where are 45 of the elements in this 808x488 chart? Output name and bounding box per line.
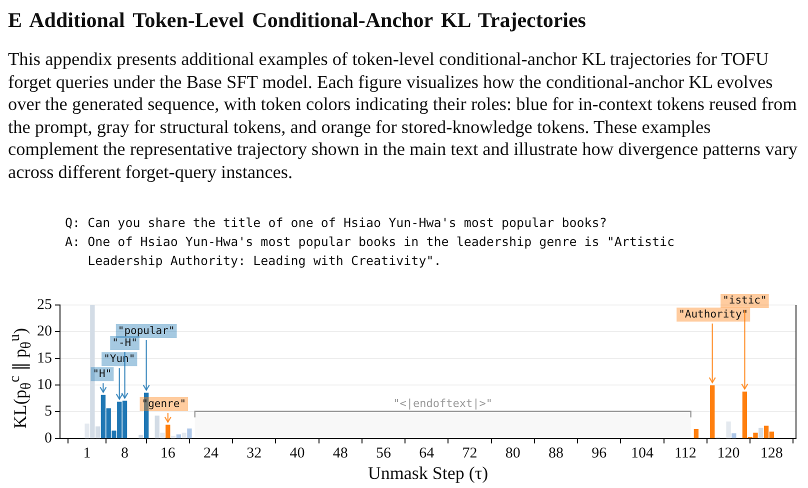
x-tick-label: 72 xyxy=(462,445,478,462)
x-tick-label: 1 xyxy=(83,445,91,462)
x-tick-label: 88 xyxy=(548,445,564,462)
x-tick-label: 40 xyxy=(290,445,305,462)
x-tick-label: 104 xyxy=(631,445,654,462)
y-tick-label: 15 xyxy=(37,350,52,366)
bar xyxy=(694,429,699,438)
text: Q: Can you share the title of one of Hsiao Yun-Hwa's most popular books? xyxy=(65,214,608,232)
x-axis-title: Unmask Step (τ) xyxy=(368,462,488,483)
y-tick-label: 25 xyxy=(37,296,52,313)
x-tick-label: 16 xyxy=(160,445,176,462)
x-tick-label: 80 xyxy=(505,445,520,462)
x-tick-label: 120 xyxy=(717,445,740,462)
annotation: "Authority" xyxy=(678,308,748,320)
x-tick-label: 64 xyxy=(419,445,435,462)
x-tick-label: 96 xyxy=(592,445,608,462)
x-tick-label: 32 xyxy=(246,445,262,462)
annotation: "popular" xyxy=(118,324,175,337)
x-tick-label: 8 xyxy=(121,445,129,462)
bar xyxy=(182,432,186,438)
annotation: "-H" xyxy=(112,336,138,349)
bar xyxy=(187,428,192,438)
y-tick-label: 20 xyxy=(37,324,52,340)
x-tick-label: 48 xyxy=(332,445,348,462)
annotation: "istic" xyxy=(722,294,767,307)
annotation: "Yun" xyxy=(104,352,136,365)
bar xyxy=(732,433,736,438)
bar xyxy=(154,416,160,438)
y-tick-label: 10 xyxy=(37,376,52,393)
chart-subtitle: This appendix presents additional examples of token-level conditional-anchor KL trajectories for TOFU forget queries under the Base SFT model. Each figure visualizes how the conditional-anchor KL evolves over the generated sequence, with token colors indicating their roles: blue for in-context tokens reused from the prompt, gray for structural tokens, and orange for stored-knowledge tokens. These examples complement the representative trajectory shown in the main text and illustrate how divergence patterns vary across different forget-query instances. xyxy=(8,48,799,183)
annotation: "H" xyxy=(92,368,112,380)
x-tick-label: 128 xyxy=(760,445,783,462)
x-tick-label: 56 xyxy=(376,445,392,462)
text: A: One of Hsiao Yun-Hwa's most popular books in the leadership genre is "Artistic Leadership Authority: Leading with Creativity". xyxy=(65,233,676,270)
y-tick-label: 0 xyxy=(44,430,52,446)
bar xyxy=(726,422,731,438)
y-tick-label: 5 xyxy=(44,404,52,420)
chart-title: E Additional Token-Level Conditional-Anchor KL Trajectories xyxy=(8,8,586,33)
bar xyxy=(160,432,165,438)
bar xyxy=(84,424,90,438)
bar xyxy=(758,428,764,438)
band-label: "<|endoftext|>" xyxy=(393,396,492,410)
x-tick-label: 24 xyxy=(204,445,220,462)
bar xyxy=(138,434,144,438)
x-tick-label: 112 xyxy=(674,445,696,462)
